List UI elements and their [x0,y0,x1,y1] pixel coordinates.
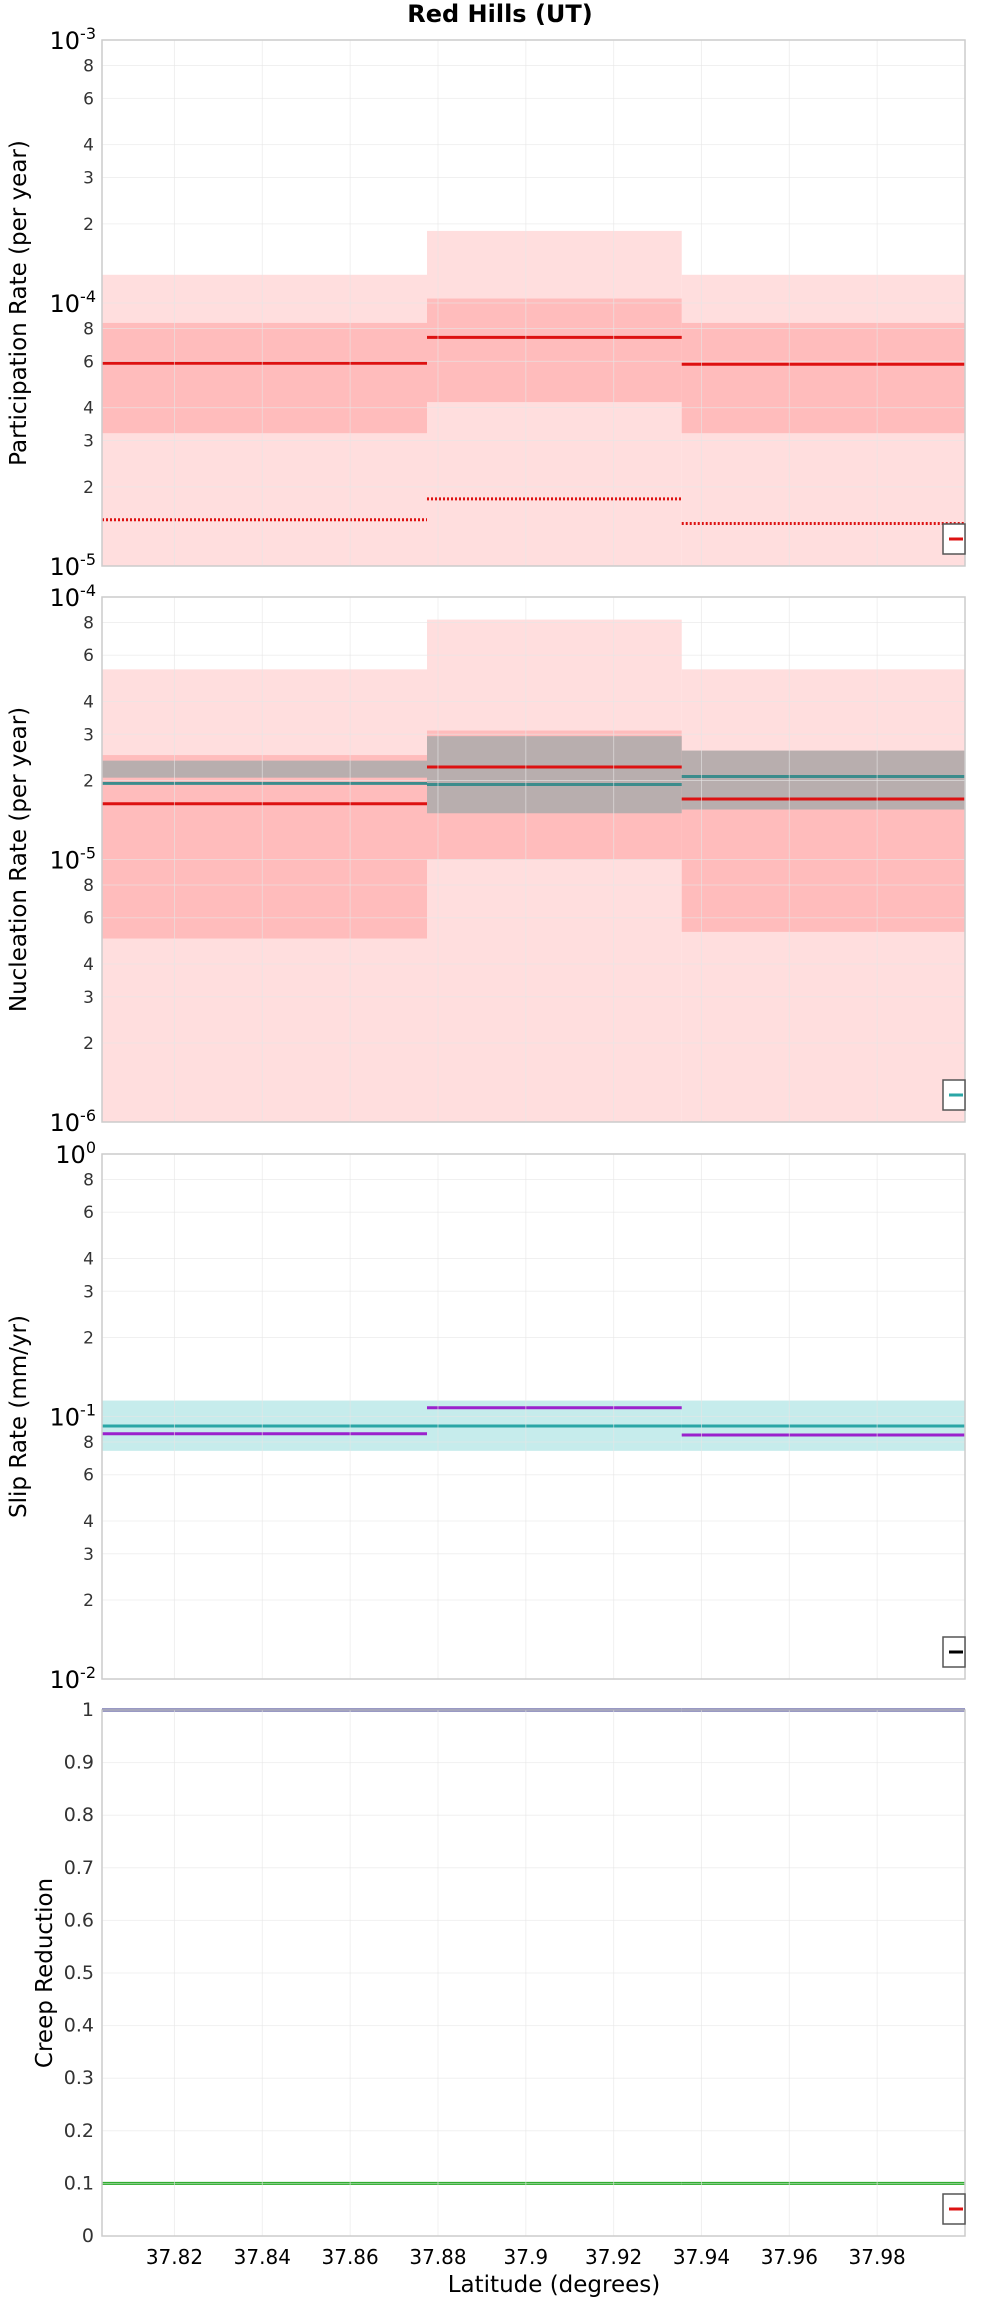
nucleation-ytick-label-8: 3 [83,725,94,745]
slip-ytick-label-11: 8 [83,1170,94,1190]
creep-ytick-label-0: 0 [82,2225,94,2247]
participation-ytick-label-9: 4 [83,136,94,156]
nucleation-ytick-label-9: 4 [83,692,94,712]
participation-ytick-label-8: 3 [83,169,94,189]
participation-ytick-label-2: 3 [83,432,94,452]
slip-ytick-label-5: 8 [83,1433,94,1453]
nucleation-band-2-seg-1 [426,736,682,814]
slip-y-axis-label: Slip Rate (mm/yr) [6,1315,32,1518]
participation-ytick-label-3: 4 [83,399,94,419]
slip-ytick-label-6: 10-1 [50,1401,97,1432]
creep-ytick-label-8: 0.8 [64,1804,94,1826]
participation-ytick-label-11: 8 [83,56,94,76]
participation-ytick-label-6: 10-4 [50,287,97,318]
participation-band-1-seg-1 [426,298,682,403]
nucleation-ytick-label-10: 6 [83,646,94,666]
nucleation-ytick-label-0: 10-6 [50,1106,97,1137]
creep-ytick-label-5: 0.5 [64,1962,94,1984]
participation-ytick-label-12: 10-3 [50,24,97,55]
x-tick-label-2: 37.86 [322,2245,379,2269]
creep-ytick-label-2: 0.2 [64,2120,94,2142]
x-tick-label-3: 37.88 [409,2245,466,2269]
slip-ytick-label-9: 4 [83,1249,94,1269]
x-tick-label-6: 37.94 [673,2245,730,2269]
nucleation-ytick-label-2: 3 [83,988,94,1008]
nucleation-band-2-seg-0 [102,760,427,778]
slip-ytick-label-4: 6 [83,1466,94,1486]
slip-ytick-label-3: 4 [83,1512,94,1532]
x-tick-label-5: 37.92 [585,2245,642,2269]
slip-frame [101,1153,966,1680]
nucleation-ytick-label-1: 2 [83,1034,94,1054]
creep-ytick-label-9: 0.9 [64,1752,94,1774]
participation-ytick-label-0: 10-5 [50,550,97,581]
creep-ytick-label-3: 0.3 [64,2067,94,2089]
slip-ytick-label-2: 3 [83,1545,94,1565]
creep-ytick-label-7: 0.7 [64,1857,94,1879]
slip-ytick-label-1: 2 [83,1591,94,1611]
x-tick-label-4: 37.9 [504,2245,549,2269]
slip-ytick-label-8: 3 [83,1282,94,1302]
x-tick-label-1: 37.84 [234,2245,291,2269]
creep-ytick-label-6: 0.6 [64,1909,94,1931]
participation-frame [101,39,966,567]
creep-ytick-label-10: 1 [82,1699,94,1721]
x-tick-label-0: 37.82 [146,2245,203,2269]
participation-ytick-label-7: 2 [83,215,94,235]
x-axis-label: Latitude (degrees) [448,2272,661,2298]
participation-ytick-label-5: 8 [83,319,94,339]
nucleation-y-axis-label: Nucleation Rate (per year) [6,707,32,1012]
creep-ytick-label-1: 0.1 [64,2172,94,2194]
participation-ytick-label-10: 6 [83,89,94,109]
slip-ytick-label-0: 10-2 [50,1663,97,1694]
nucleation-frame [101,596,966,1123]
participation-y-axis-label: Participation Rate (per year) [6,140,32,466]
nucleation-ytick-label-3: 4 [83,955,94,975]
participation-band-1-seg-0 [102,322,427,434]
creep-frame [101,1709,966,2237]
nucleation-ytick-label-12: 10-4 [50,581,97,612]
participation-ytick-label-1: 2 [83,478,94,498]
slip-ytick-label-7: 2 [83,1328,94,1348]
creep-y-axis-label: Creep Reduction [32,1878,58,2068]
nucleation-band-1-seg-0 [102,755,427,939]
slip-ytick-label-10: 6 [83,1203,94,1223]
chart-title: Red Hills (UT) [407,0,593,28]
nucleation-ytick-label-11: 8 [83,613,94,633]
slip-ytick-label-12: 100 [55,1138,96,1169]
nucleation-band-0-seg-1 [426,619,682,1122]
x-tick-label-8: 37.98 [849,2245,906,2269]
nucleation-ytick-label-5: 8 [83,876,94,896]
creep-ytick-label-4: 0.4 [64,2015,94,2037]
participation-ytick-label-4: 6 [83,352,94,372]
nucleation-ytick-label-6: 10-5 [50,844,97,875]
participation-band-1-seg-2 [681,322,965,434]
nucleation-ytick-label-4: 6 [83,909,94,929]
creep-panel: 0 0.1 0.2 0.3 0.4 0.5 0.6 0.7 0.8 0.9 1 Creep Reduc… [32,1699,966,2247]
nucleation-ytick-label-7: 2 [83,771,94,791]
x-tick-label-7: 37.96 [761,2245,818,2269]
